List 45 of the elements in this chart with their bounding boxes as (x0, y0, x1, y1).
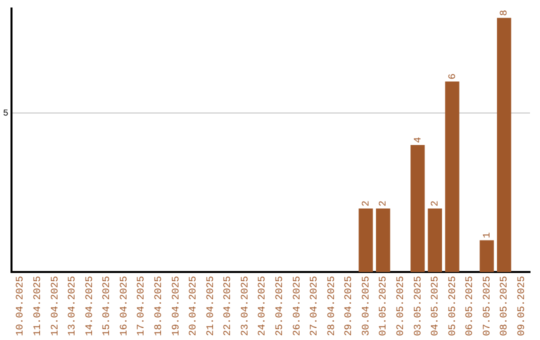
x-tick-label: 19.04.2025 (171, 276, 182, 336)
x-tick-label: 09.05.2025 (516, 276, 528, 336)
data-label: 2 (378, 200, 390, 206)
bar (445, 81, 460, 272)
x-tick-label: 14.04.2025 (84, 276, 96, 336)
x-tick-label: 05.05.2025 (448, 276, 459, 336)
x-tick-label: 18.04.2025 (154, 276, 165, 336)
x-tick-label: 03.05.2025 (413, 276, 424, 336)
x-tick-label: 22.04.2025 (223, 276, 234, 336)
x-tick-label: 24.04.2025 (258, 276, 269, 336)
x-tick-label: 10.04.2025 (16, 276, 27, 336)
x-tick-label: 27.04.2025 (310, 276, 321, 336)
bar (376, 208, 390, 272)
x-tick-label: 04.05.2025 (430, 276, 442, 336)
x-tick-label: 17.04.2025 (136, 276, 148, 336)
x-tick-label: 23.04.2025 (240, 276, 252, 336)
bar (358, 208, 373, 272)
x-tick-label: 08.05.2025 (500, 276, 511, 336)
data-label: 8 (500, 10, 511, 16)
data-label: 6 (448, 73, 459, 80)
bar (428, 208, 442, 272)
x-tick-label: 11.04.2025 (32, 276, 44, 336)
y-tick-label: 5 (2, 108, 8, 119)
x-tick-label: 21.04.2025 (206, 276, 217, 336)
x-tick-label: 28.04.2025 (326, 276, 338, 336)
data-label: 2 (430, 200, 442, 206)
x-tick-label: 01.05.2025 (378, 276, 390, 336)
bar (410, 144, 425, 272)
x-tick-label: 16.04.2025 (119, 276, 130, 336)
bar (480, 240, 494, 272)
data-label: 1 (482, 232, 494, 238)
x-tick-label: 26.04.2025 (292, 276, 304, 336)
x-tick-label: 20.04.2025 (188, 276, 200, 336)
x-tick-label: 02.05.2025 (396, 276, 407, 336)
bar (496, 18, 512, 272)
x-tick-label: 13.04.2025 (68, 276, 79, 336)
data-label: 4 (413, 136, 424, 143)
x-tick-label: 30.04.2025 (361, 276, 372, 336)
data-label: 2 (361, 200, 372, 206)
x-tick-label: 06.05.2025 (465, 276, 476, 336)
x-tick-label: 29.04.2025 (344, 276, 356, 336)
x-tick-label: 25.04.2025 (274, 276, 286, 336)
x-tick-label: 12.04.2025 (50, 276, 62, 336)
x-tick-label: 07.05.2025 (482, 276, 494, 336)
x-tick-label: 15.04.2025 (102, 276, 114, 336)
